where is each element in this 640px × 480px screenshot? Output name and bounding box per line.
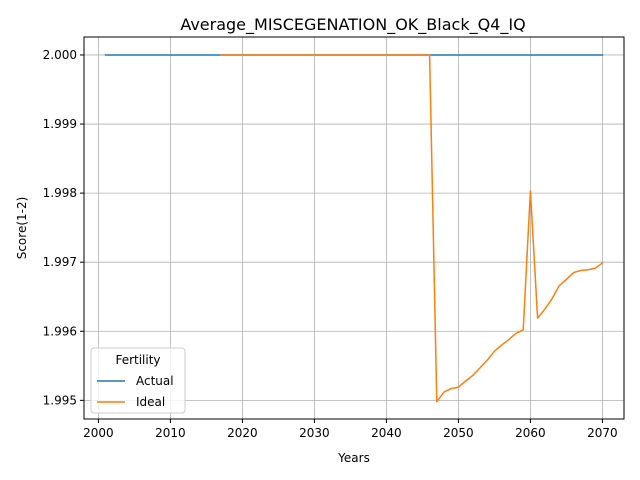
x-tick-label: 2000 [83, 426, 114, 440]
legend-label-actual: Actual [136, 374, 174, 388]
y-tick-label: 2.000 [43, 48, 77, 62]
legend: Fertility Actual Ideal [90, 347, 186, 414]
x-tick-label: 2060 [515, 426, 546, 440]
y-tick-label: 1.995 [43, 393, 77, 407]
x-axis: 2000 2010 2020 2030 2040 2050 2060 2070 [83, 419, 618, 440]
x-tick-label: 2030 [299, 426, 330, 440]
y-tick-label: 1.998 [43, 186, 77, 200]
series-line-ideal [220, 54, 604, 403]
plot-frame [83, 36, 625, 420]
y-axis-label: Score(1-2) [15, 197, 29, 260]
x-tick-label: 2020 [227, 426, 258, 440]
series-layer [104, 54, 604, 403]
y-tick-label: 1.996 [43, 324, 77, 338]
y-axis: 1.995 1.996 1.997 1.998 1.999 2.000 [43, 48, 84, 407]
x-tick-label: 2040 [371, 426, 402, 440]
x-axis-label: Years [337, 451, 370, 465]
chart-title: Average_MISCEGENATION_OK_Black_Q4_IQ [180, 15, 525, 35]
y-tick-label: 1.997 [43, 255, 77, 269]
legend-label-ideal: Ideal [136, 395, 165, 409]
x-tick-label: 2070 [587, 426, 618, 440]
legend-items: Actual Ideal [97, 374, 174, 409]
legend-box [90, 347, 186, 414]
x-tick-label: 2050 [443, 426, 474, 440]
x-tick-label: 2010 [155, 426, 186, 440]
legend-title: Fertility [115, 353, 160, 367]
y-tick-label: 1.999 [43, 117, 77, 131]
